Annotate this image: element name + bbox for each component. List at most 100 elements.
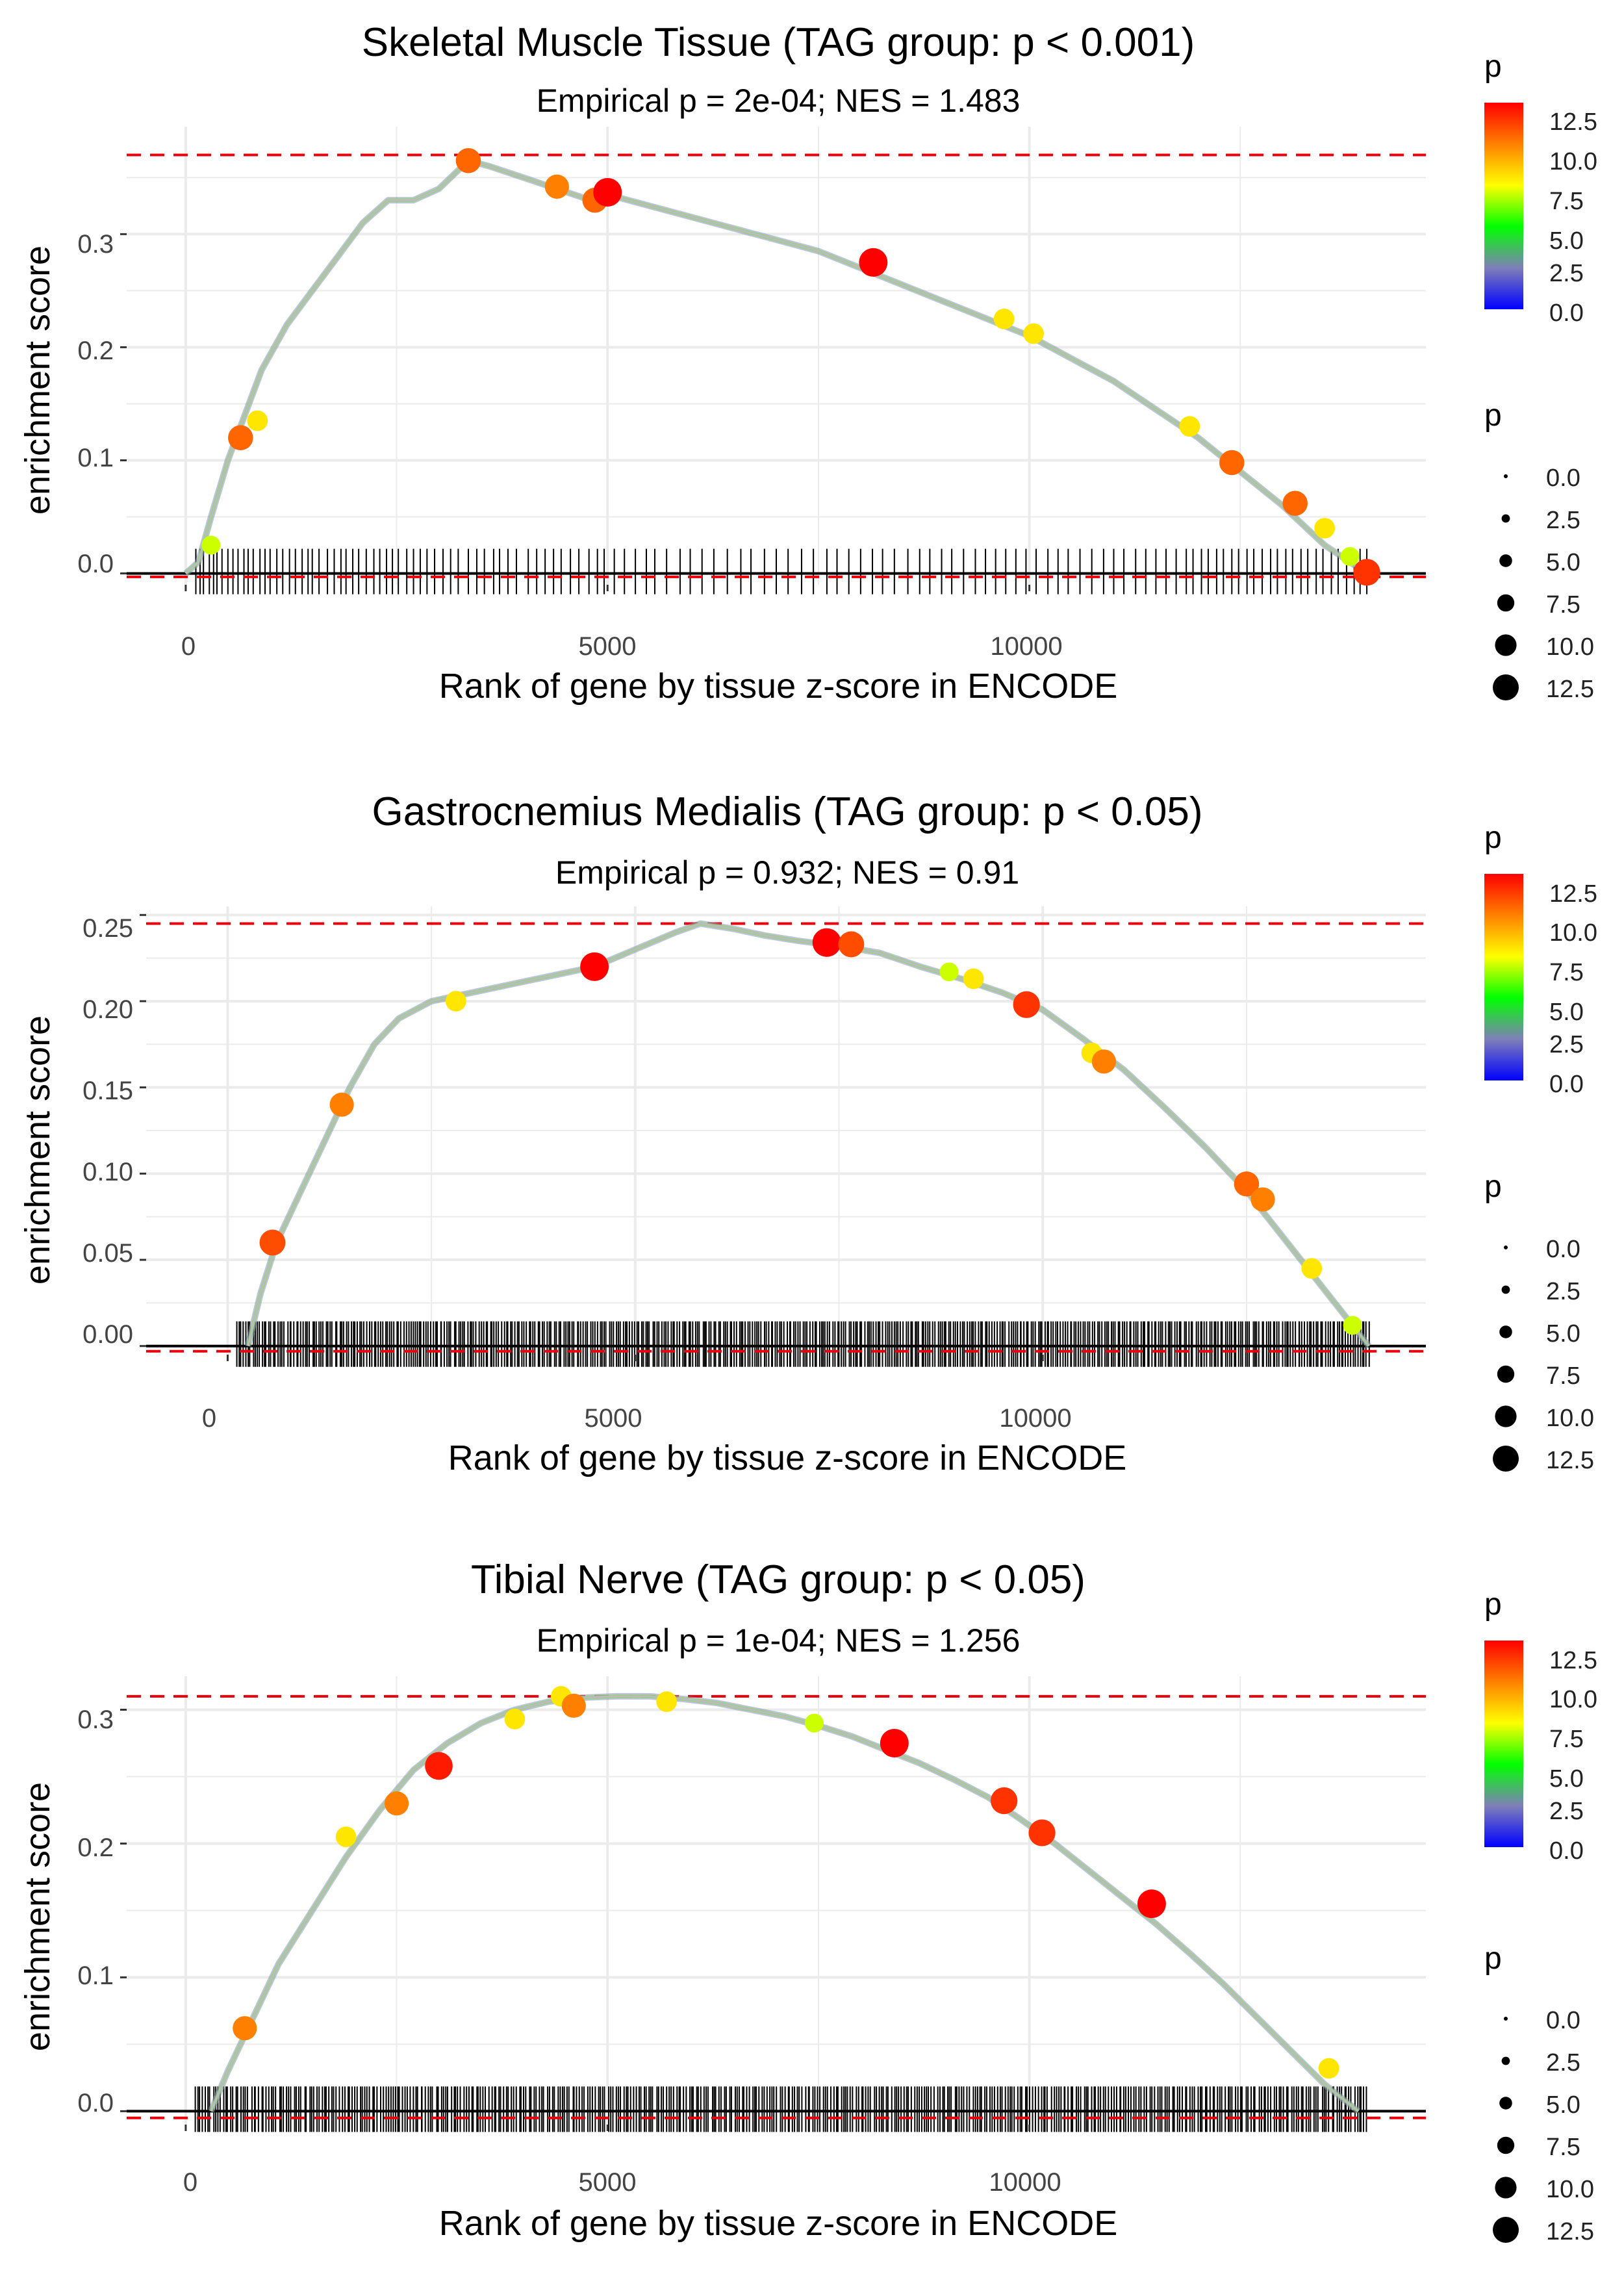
gene-point: [1023, 323, 1044, 344]
size-legend-key: [1501, 1285, 1510, 1294]
panel-2-ytick-label-3: 0.15: [82, 1077, 133, 1105]
gene-point: [993, 309, 1015, 329]
color-legend-label-2: 7.5: [1549, 1726, 1584, 1753]
color-legend-label-1: 10.0: [1549, 919, 1597, 947]
size-legend-key: [1493, 674, 1519, 700]
color-legend-label-2: 7.5: [1549, 959, 1584, 986]
gene-point: [1301, 1258, 1323, 1279]
size-legend-label-1: 2.5: [1546, 2049, 1580, 2076]
panel-2-x-axis-title: Rank of gene by tissue z-score in ENCODE: [448, 1438, 1126, 1477]
panel-3-subtitle: Empirical p = 1e-04; NES = 1.256: [537, 1622, 1021, 1659]
panel-2-y-axis-title: enrichment score: [18, 1016, 57, 1284]
gene-point: [859, 248, 888, 277]
color-legend-title: p: [1484, 821, 1502, 855]
panel-2-xtick-label-2: 10000: [999, 1404, 1071, 1433]
gene-point: [1234, 1171, 1260, 1197]
panel-3-ytick-label-3: 0.3: [77, 1706, 114, 1734]
size-legend-key: [1504, 2017, 1508, 2021]
gene-point: [1353, 559, 1380, 586]
color-legend-label-4: 2.5: [1549, 1031, 1584, 1058]
gene-point: [233, 2016, 257, 2041]
gene-point: [593, 177, 622, 207]
panel-2: Gastrocnemius Medialis (TAG group: p < 0…: [18, 789, 1426, 1477]
color-legend-label-1: 10.0: [1549, 1686, 1597, 1713]
size-legend-label-0: 0.0: [1546, 2007, 1580, 2034]
gene-point: [228, 425, 253, 450]
gene-point: [445, 991, 466, 1012]
hit-ticks: [194, 2086, 1367, 2132]
panel-2-ytick-label-5: 0.25: [82, 914, 133, 943]
enrichment-curve-highlight: [209, 1694, 1360, 2113]
color-legend-bar: [1484, 874, 1523, 1080]
size-legend-key: [1499, 2097, 1512, 2110]
size-legend-label-1: 2.5: [1546, 1278, 1580, 1305]
panel-1-x-axis-title: Rank of gene by tissue z-score in ENCODE: [439, 667, 1117, 706]
gene-point: [1028, 1819, 1056, 1846]
size-legend-label-0: 0.0: [1546, 1236, 1580, 1263]
size-legend-title: p: [1484, 398, 1502, 433]
gene-point: [1091, 1049, 1116, 1074]
enrichment-curve: [184, 159, 1368, 575]
panel-3-title: Tibial Nerve (TAG group: p < 0.05): [471, 1557, 1085, 1602]
gene-point: [455, 147, 481, 173]
enrichment-curve: [247, 922, 1370, 1347]
size-legend-key: [1495, 634, 1517, 656]
legend-group-3: p 12.5 10.0 7.5 5.0 2.5 0.0 p 0.0 2.5 5.…: [1484, 1587, 1597, 2245]
size-legend-key: [1497, 1365, 1515, 1383]
panel-2-ytick-label-2: 0.10: [82, 1158, 133, 1186]
gene-point: [259, 1229, 286, 1256]
panel-1-xtick-label-1: 5000: [579, 632, 637, 661]
gene-point: [1219, 450, 1245, 476]
gene-point: [504, 1709, 526, 1730]
gene-point: [1179, 416, 1200, 437]
panel-3-plot: [120, 1676, 1426, 2132]
gene-point: [656, 1691, 678, 1713]
color-legend-label-4: 2.5: [1549, 1798, 1584, 1825]
size-legend-key: [1493, 2217, 1519, 2243]
color-legend-label-3: 5.0: [1549, 227, 1584, 255]
gene-point: [329, 1092, 354, 1117]
color-legend-label-5: 0.0: [1549, 300, 1584, 327]
panel-1-ytick-label-2: 0.2: [77, 337, 114, 365]
gene-point: [544, 174, 569, 199]
gene-point: [1318, 2058, 1339, 2079]
gene-point: [1250, 1187, 1275, 1212]
color-legend-label-0: 12.5: [1549, 880, 1597, 908]
gene-point: [201, 535, 221, 555]
panel-2-plot: [140, 906, 1426, 1367]
panel-1-title: Skeletal Muscle Tissue (TAG group: p < 0…: [362, 20, 1195, 65]
size-legend-key: [1497, 594, 1515, 612]
gene-point: [1013, 991, 1040, 1018]
gene-point: [1343, 1316, 1362, 1335]
size-legend-key: [1499, 1325, 1512, 1338]
size-legend-label-4: 10.0: [1546, 2176, 1594, 2203]
panel-1-xtick-label-0: 0: [181, 632, 196, 661]
legend-group-1: p 12.5 10.0 7.5 5.0 2.5 0.0 p 0.0 2.5 5.…: [1484, 49, 1597, 703]
panel-2-xtick-label-1: 5000: [585, 1404, 642, 1433]
panel-3-xtick-label-2: 10000: [989, 2168, 1061, 2197]
size-legend-key: [1501, 2056, 1510, 2065]
gene-point: [963, 968, 984, 990]
size-legend-key: [1495, 1405, 1517, 1427]
size-legend-title: p: [1484, 1169, 1502, 1204]
enrichment-curve-highlight: [246, 921, 1371, 1348]
panel-3-x-axis-title: Rank of gene by tissue z-score in ENCODE: [439, 2204, 1117, 2243]
size-legend-key: [1493, 1446, 1519, 1472]
panel-1-ytick-label-1: 0.1: [77, 444, 114, 472]
panel-2-xtick-label-0: 0: [202, 1404, 216, 1433]
legend-group-2: p 12.5 10.0 7.5 5.0 2.5 0.0 p 0.0 2.5 5.…: [1484, 821, 1597, 1474]
gene-point: [580, 952, 609, 981]
hit-ticks: [195, 548, 1368, 594]
color-legend-label-5: 0.0: [1549, 1071, 1584, 1098]
color-legend-label-3: 5.0: [1549, 1765, 1584, 1793]
gene-point: [425, 1752, 453, 1780]
gene-point: [838, 931, 865, 958]
color-legend-title: p: [1484, 1587, 1502, 1622]
size-legend-label-5: 12.5: [1546, 676, 1594, 703]
size-legend-key: [1495, 2177, 1517, 2199]
gene-point: [1282, 491, 1308, 516]
color-legend-label-5: 0.0: [1549, 1837, 1584, 1865]
size-legend-label-3: 7.5: [1546, 2134, 1580, 2161]
panel-1-plot: [120, 127, 1426, 594]
